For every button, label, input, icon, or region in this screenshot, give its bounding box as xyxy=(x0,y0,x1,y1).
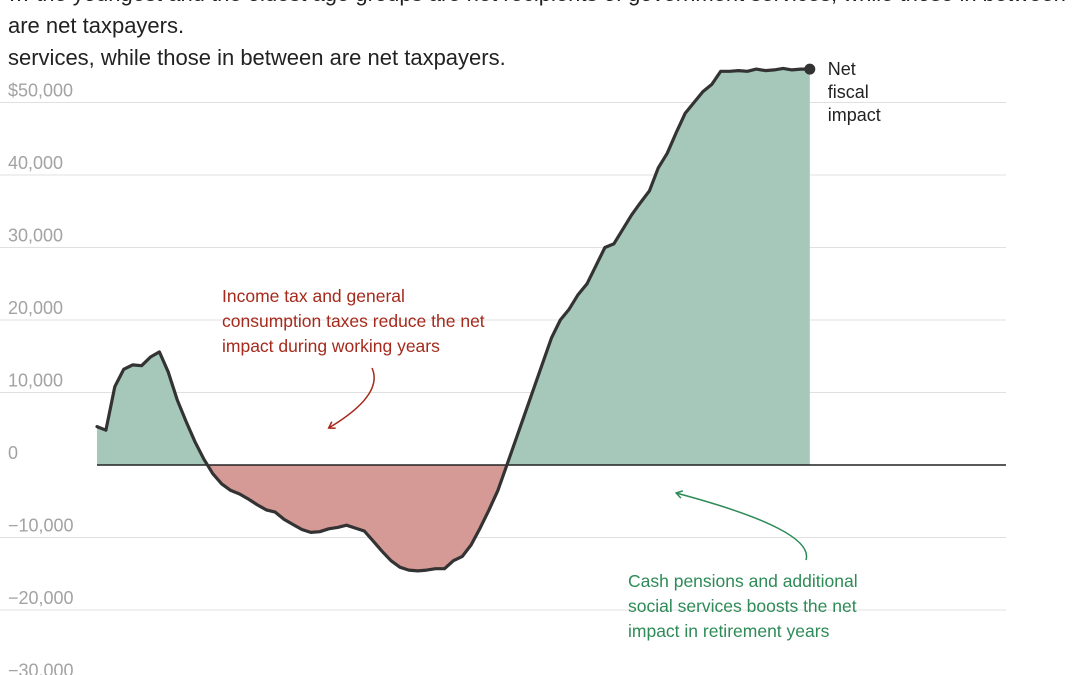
y-tick-label: −20,000 xyxy=(8,588,74,608)
series-line xyxy=(95,66,812,573)
series-end-label-line: impact xyxy=(828,105,881,125)
annotation-arrowhead xyxy=(327,421,336,429)
series-end-label-line: fiscal xyxy=(828,82,869,102)
annotations: Income tax and general consumption taxes … xyxy=(222,286,858,641)
annotation-line: impact in retirement years xyxy=(628,621,830,641)
chart-subtitle: … the youngest and the oldest age groups… xyxy=(8,0,1068,74)
annotation-line: social services boosts the net xyxy=(628,596,857,616)
annotation-arrowhead xyxy=(674,490,684,499)
annotation-line: Cash pensions and additional xyxy=(628,571,858,591)
annotation-text: Income tax and general consumption taxes … xyxy=(222,286,485,356)
series-end-label: Net fiscal impact xyxy=(828,59,881,125)
area-fills xyxy=(97,68,810,571)
y-tick-label: −30,000 xyxy=(8,661,74,675)
series-end-marker xyxy=(804,63,816,75)
annotation-arrow xyxy=(675,492,808,561)
y-tick-label: 30,000 xyxy=(8,226,63,246)
annotation-line: consumption taxes reduce the net xyxy=(222,311,485,331)
y-tick-label: 40,000 xyxy=(8,153,63,173)
y-tick-label: 20,000 xyxy=(8,298,63,318)
annotation-line: Income tax and general xyxy=(222,286,405,306)
series-lines xyxy=(95,63,816,573)
chart-subtitle-line-1: … the youngest and the oldest age groups… xyxy=(8,0,1066,38)
gridlines xyxy=(0,102,1006,611)
series-end-label-line: Net xyxy=(828,59,856,79)
annotation-text: Cash pensions and additional social servi… xyxy=(628,571,858,641)
negative-area xyxy=(207,465,507,571)
y-tick-label: $50,000 xyxy=(8,81,73,101)
chart-subtitle-line-2: services, while those in between are net… xyxy=(8,45,506,70)
annotation-line: impact during working years xyxy=(222,336,440,356)
series-labels: Net fiscal impact xyxy=(828,59,881,125)
positive-area xyxy=(97,351,208,465)
y-axis-ticks: $50,000 40,000 30,000 20,000 10,000 0 −10,000 −… xyxy=(8,81,74,675)
y-tick-label: 0 xyxy=(8,443,18,463)
positive-area xyxy=(506,68,810,466)
annotation-arrow xyxy=(328,367,375,429)
y-tick-label: −10,000 xyxy=(8,516,74,536)
y-tick-label: 10,000 xyxy=(8,371,63,391)
